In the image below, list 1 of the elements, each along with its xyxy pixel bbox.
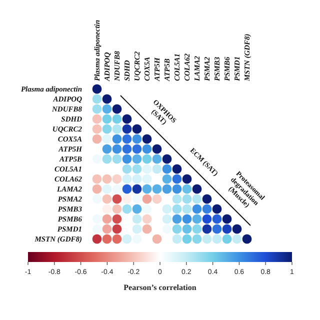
color-bar-title: Pearson’s correlation	[124, 283, 197, 292]
